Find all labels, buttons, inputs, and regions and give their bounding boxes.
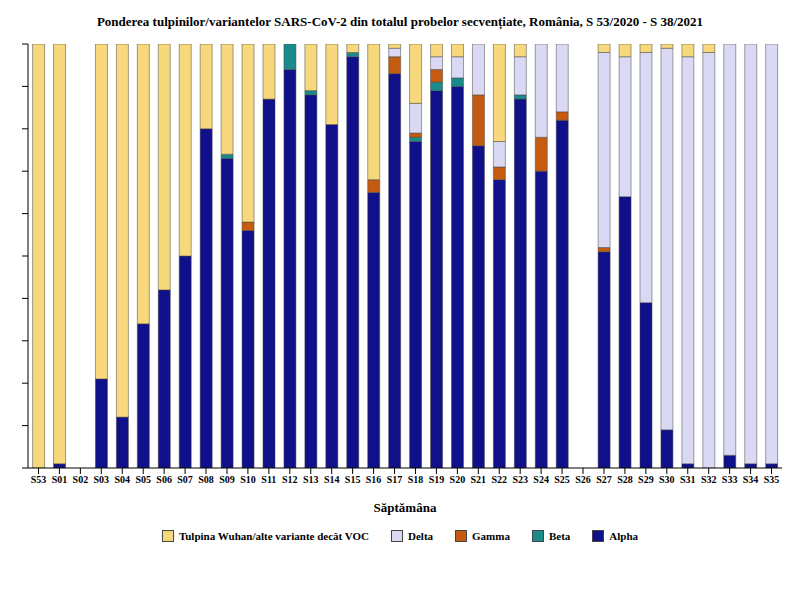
svg-text:S35: S35 — [764, 474, 780, 485]
svg-text:S09: S09 — [219, 474, 235, 485]
svg-text:S19: S19 — [429, 474, 445, 485]
svg-text:S27: S27 — [596, 474, 612, 485]
svg-text:S10: S10 — [240, 474, 256, 485]
svg-text:S17: S17 — [387, 474, 403, 485]
html-text:Beta: Beta — [548, 530, 571, 542]
svg-text:S15: S15 — [345, 474, 361, 485]
svg-text:S14: S14 — [324, 474, 340, 485]
html-text:Delta: Delta — [408, 530, 433, 542]
svg-text:S04: S04 — [114, 474, 130, 485]
svg-text:S23: S23 — [512, 474, 528, 485]
svg-text:S11: S11 — [261, 474, 276, 485]
svg-text:S26: S26 — [575, 474, 591, 485]
svg-text:S24: S24 — [533, 474, 549, 485]
svg-text:S53: S53 — [31, 474, 47, 485]
svg-text:S25: S25 — [554, 474, 570, 485]
svg-text:S16: S16 — [366, 474, 382, 485]
svg-text:S21: S21 — [471, 474, 487, 485]
svg-text:S02: S02 — [73, 474, 89, 485]
svg-text:S13: S13 — [303, 474, 319, 485]
svg-text:S20: S20 — [450, 474, 466, 485]
svg-text:Săptămâna: Săptămâna — [374, 500, 437, 515]
html-text:Alpha: Alpha — [609, 530, 639, 542]
svg-text:S08: S08 — [198, 474, 214, 485]
svg-text:S18: S18 — [408, 474, 424, 485]
svg-text:S12: S12 — [282, 474, 298, 485]
svg-text:S01: S01 — [52, 474, 68, 485]
svg-text:S30: S30 — [659, 474, 675, 485]
svg-text:S34: S34 — [743, 474, 759, 485]
svg-text:S07: S07 — [177, 474, 193, 485]
svg-text:S29: S29 — [638, 474, 654, 485]
svg-text:S22: S22 — [491, 474, 507, 485]
svg-text:S03: S03 — [94, 474, 110, 485]
svg-text:S31: S31 — [680, 474, 696, 485]
html-text:Tulpina Wuhan/alte variante de: Tulpina Wuhan/alte variante decât VOC — [178, 530, 369, 542]
svg-text:S32: S32 — [701, 474, 717, 485]
svg-text:S05: S05 — [135, 474, 151, 485]
html-text:Gamma: Gamma — [472, 530, 510, 542]
svg-text:S06: S06 — [156, 474, 172, 485]
svg-text:S28: S28 — [617, 474, 633, 485]
svg-text:S33: S33 — [722, 474, 738, 485]
html-text:Ponderea tulpinilor/variantelo: Ponderea tulpinilor/variantelor SARS-CoV… — [96, 14, 704, 29]
